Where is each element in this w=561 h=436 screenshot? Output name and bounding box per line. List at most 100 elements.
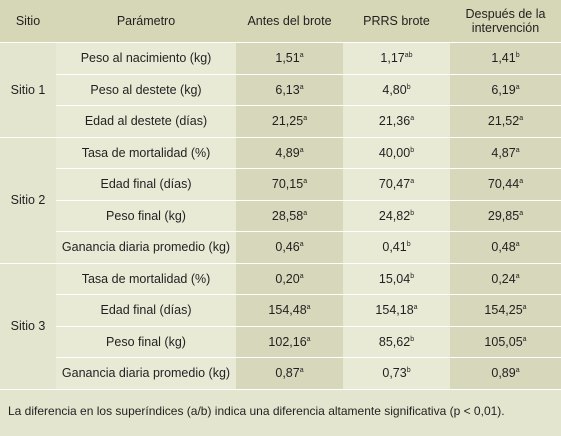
- value-before-cell: 102,16a: [236, 326, 343, 358]
- parameter-cell: Peso final (kg): [56, 200, 236, 232]
- significance-superscript: a: [410, 115, 415, 123]
- value-before: 70,15: [271, 177, 304, 192]
- value-before-cell: 1,51a: [236, 42, 343, 75]
- value-prrs: 154,18: [375, 303, 414, 318]
- header-row: Sitio Parámetro Antes del brote PRRS bro…: [0, 0, 561, 43]
- value-before-cell: 28,58a: [236, 200, 343, 232]
- header-after: Después de la intervención: [450, 0, 561, 43]
- significance-superscript: a: [515, 367, 520, 375]
- value-before-cell: 154,48a: [236, 294, 343, 327]
- table-row: Peso al destete (kg) 6,13a 4,80b 6,19a: [0, 74, 561, 106]
- significance-superscript: a: [519, 209, 524, 217]
- value-before: 0,46: [275, 240, 300, 255]
- value-prrs: 15,04: [378, 271, 411, 286]
- significance-superscript: b: [406, 83, 411, 91]
- table-body: Sitio 1 Peso al nacimiento (kg) 1,51a 1,17a…: [0, 42, 561, 390]
- parameter-cell: Tasa de mortalidad (%): [56, 263, 236, 295]
- parameter-cell: Tasa de mortalidad (%): [56, 137, 236, 169]
- table-row: Peso final (kg) 28,58a 24,82b 29,85a: [0, 200, 561, 232]
- significance-superscript: b: [410, 146, 415, 154]
- significance-superscript: a: [303, 115, 308, 123]
- value-prrs-cell: 154,18a: [343, 294, 450, 327]
- value-after-cell: 1,41b: [450, 42, 561, 75]
- value-before-cell: 4,89a: [236, 137, 343, 169]
- value-prrs: 70,47: [378, 177, 411, 192]
- table-row: Ganancia diaria promedio (kg) 0,46a 0,41b 0…: [0, 231, 561, 264]
- value-after: 1,41: [491, 51, 516, 66]
- value-after-cell: 154,25a: [450, 294, 561, 327]
- value-before-cell: 21,25a: [236, 105, 343, 138]
- value-before: 1,51: [275, 51, 300, 66]
- value-after: 0,24: [491, 271, 516, 286]
- value-before-cell: 0,46a: [236, 231, 343, 264]
- value-prrs-cell: 0,73b: [343, 357, 450, 390]
- value-prrs: 21,36: [378, 114, 411, 129]
- value-after-cell: 0,24a: [450, 263, 561, 295]
- value-after: 0,89: [491, 366, 516, 381]
- significance-superscript: a: [299, 272, 304, 280]
- significance-superscript: a: [515, 146, 520, 154]
- value-before: 102,16: [268, 334, 307, 349]
- value-before-cell: 6,13a: [236, 74, 343, 106]
- table-row: Edad al destete (días) 21,25a 21,36a 21,52a: [0, 105, 561, 138]
- value-prrs: 85,62: [378, 334, 411, 349]
- table-row: Sitio 1 Peso al nacimiento (kg) 1,51a 1,17a…: [0, 42, 561, 138]
- value-after-cell: 29,85a: [450, 200, 561, 232]
- site-label: Sitio 2: [0, 137, 56, 264]
- significance-superscript: a: [519, 178, 524, 186]
- value-before: 6,13: [275, 82, 300, 97]
- site-label: Sitio 3: [0, 263, 56, 390]
- value-prrs-cell: 15,04b: [343, 263, 450, 295]
- header-param: Parámetro: [56, 0, 236, 43]
- value-prrs-cell: 4,80b: [343, 74, 450, 106]
- value-prrs-cell: 24,82b: [343, 200, 450, 232]
- value-after-cell: 4,87a: [450, 137, 561, 169]
- value-before: 0,87: [275, 366, 300, 381]
- value-after: 154,25: [484, 303, 523, 318]
- value-before-cell: 70,15a: [236, 168, 343, 201]
- value-prrs: 24,82: [378, 208, 411, 223]
- significance-superscript: b: [515, 52, 520, 60]
- significance-superscript: a: [299, 146, 304, 154]
- value-before: 0,20: [275, 271, 300, 286]
- value-before: 21,25: [271, 114, 304, 129]
- value-after: 70,44: [487, 177, 520, 192]
- significance-superscript: b: [406, 241, 411, 249]
- value-before-cell: 0,20a: [236, 263, 343, 295]
- table-row: Sitio 3 Tasa de mortalidad (%) 0,20a 15,04b…: [0, 263, 561, 390]
- table-row: Edad final (días) 154,48a 154,18a 154,25a: [0, 294, 561, 327]
- value-prrs: 4,80: [382, 82, 407, 97]
- significance-superscript: a: [522, 304, 527, 312]
- parameter-cell: Edad final (días): [56, 294, 236, 327]
- value-after: 105,05: [484, 334, 523, 349]
- value-before: 4,89: [275, 145, 300, 160]
- value-after: 4,87: [491, 145, 516, 160]
- parameter-cell: Peso final (kg): [56, 326, 236, 358]
- value-after: 0,48: [491, 240, 516, 255]
- significance-superscript: a: [306, 335, 311, 343]
- value-prrs-cell: 1,17ab: [343, 42, 450, 75]
- significance-superscript: a: [519, 115, 524, 123]
- parameter-cell: Peso al destete (kg): [56, 74, 236, 106]
- significance-superscript: a: [299, 83, 304, 91]
- value-prrs-cell: 85,62b: [343, 326, 450, 358]
- value-before: 154,48: [268, 303, 307, 318]
- parameter-cell: Edad final (días): [56, 168, 236, 201]
- value-after-cell: 0,89a: [450, 357, 561, 390]
- value-after: 6,19: [491, 82, 516, 97]
- results-table: Sitio Parámetro Antes del brote PRRS bro…: [0, 0, 561, 390]
- table-row: Sitio 2 Tasa de mortalidad (%) 4,89a 40,00b…: [0, 137, 561, 264]
- table-row: Ganancia diaria promedio (kg) 0,87a 0,73b 0…: [0, 357, 561, 390]
- significance-superscript: a: [299, 367, 304, 375]
- significance-superscript: a: [306, 304, 311, 312]
- value-prrs: 0,41: [382, 240, 407, 255]
- table-row: Edad final (días) 70,15a 70,47a 70,44a: [0, 168, 561, 201]
- significance-superscript: a: [299, 241, 304, 249]
- value-after: 21,52: [487, 114, 520, 129]
- significance-superscript: b: [410, 272, 415, 280]
- significance-superscript: ab: [404, 52, 413, 60]
- significance-superscript: a: [303, 209, 308, 217]
- value-before: 28,58: [271, 208, 304, 223]
- significance-superscript: a: [413, 304, 418, 312]
- significance-superscript: a: [522, 335, 527, 343]
